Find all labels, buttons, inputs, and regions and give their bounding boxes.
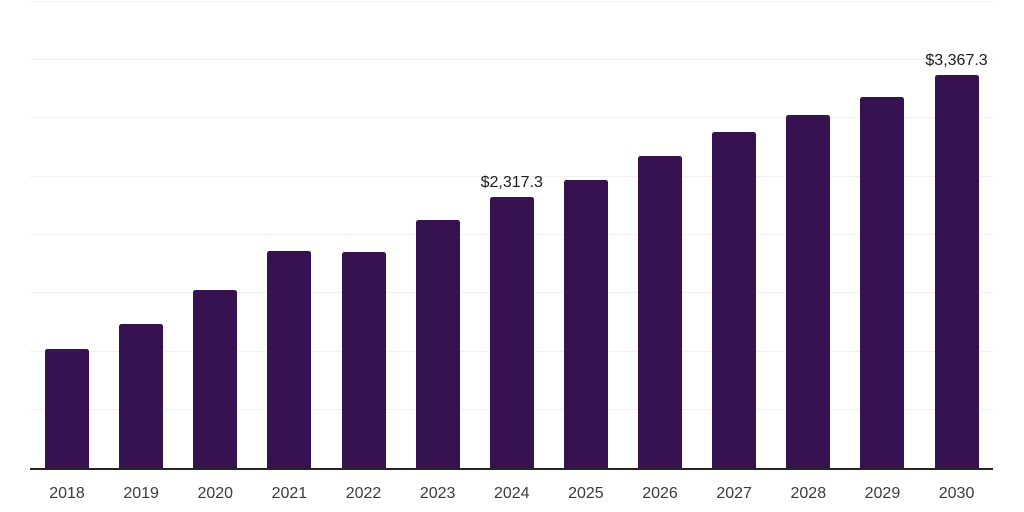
x-tick-2019: 2019 — [123, 485, 159, 502]
bar-2028[interactable] — [786, 114, 831, 468]
x-tick-2030: 2030 — [938, 485, 975, 502]
x-tick-2018: 2018 — [49, 485, 85, 502]
gridline — [30, 58, 993, 60]
bar-2027[interactable] — [712, 132, 757, 468]
data-label-2030: $3,367.3 — [925, 51, 988, 69]
x-tick-2029: 2029 — [864, 485, 901, 502]
bar-2018[interactable] — [45, 348, 89, 468]
x-tick-2028: 2028 — [790, 485, 827, 502]
bar-2026[interactable] — [638, 156, 683, 468]
bar-2024[interactable] — [489, 197, 534, 468]
data-label-2024: $2,317.3 — [480, 174, 543, 192]
x-tick-2021: 2021 — [271, 485, 308, 502]
x-tick-2024: 2024 — [493, 485, 530, 502]
bar-2029[interactable] — [860, 96, 905, 468]
x-tick-2020: 2020 — [197, 485, 234, 502]
gridline — [30, 175, 993, 177]
gridline — [30, 117, 993, 119]
bar-2022[interactable] — [341, 252, 386, 468]
x-tick-2022: 2022 — [345, 485, 382, 502]
bar-2025[interactable] — [563, 179, 608, 468]
gridline — [30, 0, 993, 2]
bar-2019[interactable] — [119, 324, 164, 468]
x-axis-labels: 2018 2019 2020 2021 2022 2023 2024 2025 2026 2027… — [30, 486, 993, 506]
bar-2030[interactable] — [934, 74, 979, 468]
bar-2023[interactable] — [415, 219, 460, 468]
x-tick-2027: 2027 — [716, 485, 752, 502]
bar-2021[interactable] — [267, 251, 312, 468]
bar-2020[interactable] — [193, 289, 238, 468]
x-axis-line — [30, 468, 993, 470]
x-tick-2026: 2026 — [642, 485, 678, 502]
plot-area: $2,317.3 $3,367.3 — [30, 0, 993, 470]
x-tick-2023: 2023 — [419, 485, 456, 502]
x-tick-2025: 2025 — [568, 485, 604, 502]
